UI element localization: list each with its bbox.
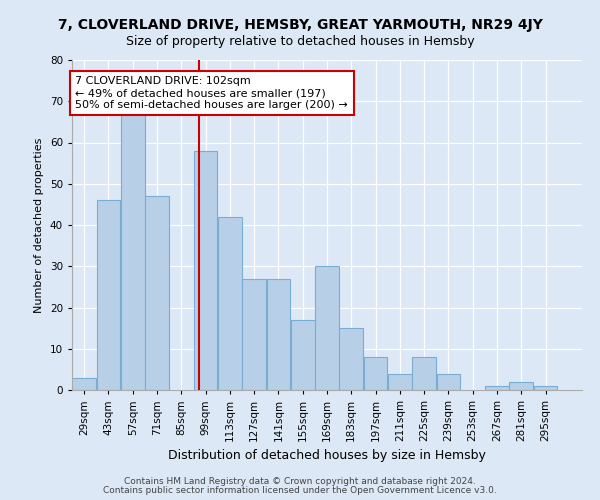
Bar xyxy=(533,386,557,390)
Bar xyxy=(315,266,339,390)
Bar xyxy=(437,374,460,390)
Bar xyxy=(242,278,266,390)
Bar xyxy=(145,196,169,390)
Text: Contains HM Land Registry data © Crown copyright and database right 2024.: Contains HM Land Registry data © Crown c… xyxy=(124,477,476,486)
Bar xyxy=(266,278,290,390)
Bar xyxy=(485,386,509,390)
Text: Size of property relative to detached houses in Hemsby: Size of property relative to detached ho… xyxy=(125,35,475,48)
Bar xyxy=(364,357,388,390)
Bar xyxy=(388,374,412,390)
Y-axis label: Number of detached properties: Number of detached properties xyxy=(34,138,44,312)
Bar xyxy=(291,320,314,390)
Bar xyxy=(72,378,96,390)
Text: Contains public sector information licensed under the Open Government Licence v3: Contains public sector information licen… xyxy=(103,486,497,495)
Bar xyxy=(121,110,145,390)
Text: 7 CLOVERLAND DRIVE: 102sqm
← 49% of detached houses are smaller (197)
50% of sem: 7 CLOVERLAND DRIVE: 102sqm ← 49% of deta… xyxy=(76,76,348,110)
Bar xyxy=(97,200,121,390)
Bar xyxy=(340,328,363,390)
Bar xyxy=(218,217,242,390)
Bar xyxy=(412,357,436,390)
X-axis label: Distribution of detached houses by size in Hemsby: Distribution of detached houses by size … xyxy=(168,450,486,462)
Bar xyxy=(509,382,533,390)
Bar xyxy=(194,151,217,390)
Text: 7, CLOVERLAND DRIVE, HEMSBY, GREAT YARMOUTH, NR29 4JY: 7, CLOVERLAND DRIVE, HEMSBY, GREAT YARMO… xyxy=(58,18,542,32)
